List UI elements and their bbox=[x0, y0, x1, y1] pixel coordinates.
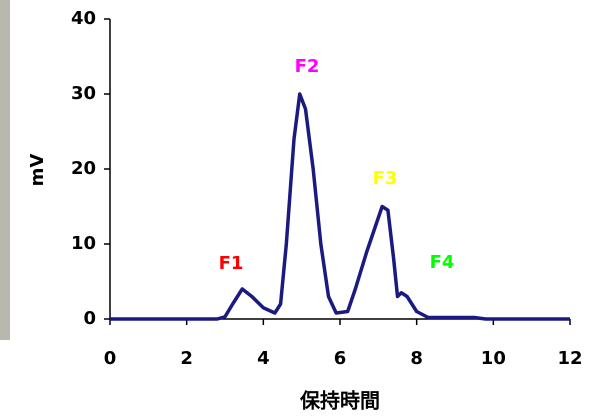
y-tick-label: 30 bbox=[71, 83, 96, 104]
x-tick-label: 6 bbox=[334, 348, 347, 369]
y-tick-label: 0 bbox=[83, 308, 96, 329]
annotation: F4 bbox=[430, 252, 455, 273]
annotation: F3 bbox=[373, 168, 398, 189]
y-tick-label: 20 bbox=[71, 158, 96, 179]
line bbox=[110, 94, 570, 319]
x-tick-label: 4 bbox=[257, 348, 270, 369]
x-tick-label: 2 bbox=[180, 348, 193, 369]
y-axis-label: mV bbox=[27, 154, 48, 187]
chart: mV 保持時間 0 10 20 30 40 0 2 4 6 8 10 12 F1 F2 F3 F4 bbox=[0, 0, 590, 418]
x-tick-label: 12 bbox=[557, 348, 582, 369]
x-axis-label: 保持時間 bbox=[299, 389, 380, 413]
y-tick-label: 40 bbox=[71, 8, 96, 29]
background-strip bbox=[0, 0, 10, 340]
annotation: F1 bbox=[219, 253, 244, 274]
x-tick-label: 10 bbox=[481, 348, 506, 369]
x-tick-label: 8 bbox=[410, 348, 423, 369]
annotation: F2 bbox=[295, 56, 320, 77]
x-tick-label: 0 bbox=[104, 348, 117, 369]
y-tick-label: 10 bbox=[71, 233, 96, 254]
